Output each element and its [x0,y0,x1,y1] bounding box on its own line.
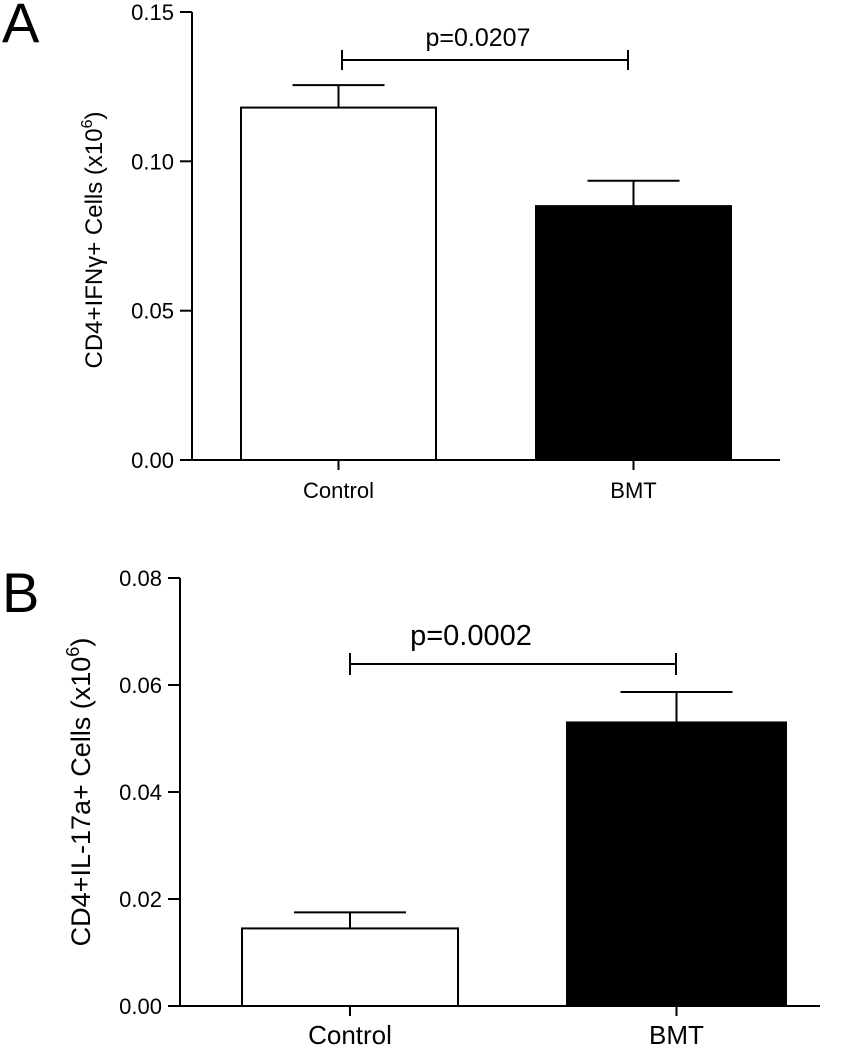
panel-a-y-axis-label-close: ) [81,112,108,120]
panel-b: B CD4+IL-17a+ Cells (x106) 0.00 0.02 0.0… [2,561,820,1050]
panel-b-y-axis-label-exponent: 6 [63,647,83,657]
panel-a-y-tick-label-1: 0.05 [131,299,174,324]
panel-b-x-label-control: Control [308,1020,392,1050]
panel-b-y-tick-label-3: 0.06 [119,673,162,698]
panel-b-y-tick-0: 0.00 [119,994,180,1019]
panel-b-y-tick-label-0: 0.00 [119,994,162,1019]
panel-b-y-axis-label-main: CD4+IL-17a+ Cells (x10 [66,657,96,947]
panel-b-p-value: p=0.0002 [410,620,532,652]
panel-a-bar-control [240,106,437,461]
panel-a-y-tick-3: 0.15 [131,0,192,25]
panel-b-letter: B [2,561,39,624]
panel-a-y-axis-label-main: CD4+IFNγ+ Cells (x10 [81,128,108,368]
panel-b-y-axis-label: CD4+IL-17a+ Cells (x106) [63,638,96,947]
panel-a-significance-bracket [341,50,629,70]
panel-b-y-axis-label-close: ) [66,638,96,647]
panel-b-bar-bmt [566,721,787,1007]
panel-b-error-bar-control [294,911,406,929]
panel-a-y-tick-label-3: 0.15 [131,0,174,25]
panel-b-error-bar-bmt [620,690,733,723]
panel-a-x-label-bmt: BMT [610,478,656,503]
panel-b-y-tick-2: 0.04 [119,780,180,805]
panel-b-x-label-bmt: BMT [649,1020,704,1050]
panel-b-y-tick-4: 0.08 [119,566,180,591]
panel-a-y-tick-2: 0.10 [131,149,192,174]
panel-a-y-axis-label-exponent: 6 [79,119,96,128]
panel-a: A CD4+IFNγ+ Cells (x106) 0.00 0.05 0.10 … [2,0,780,503]
panel-a-y-tick-label-2: 0.10 [131,149,174,174]
panel-a-x-label-control: Control [303,478,374,503]
panel-a-y-tick-0: 0.00 [131,448,192,473]
panel-a-letter: A [2,0,40,54]
panel-b-bar-control [241,927,459,1007]
panel-a-y-axis-label: CD4+IFNγ+ Cells (x106) [79,112,108,369]
panel-a-error-bar-control [292,84,385,108]
panel-b-significance-bracket [349,653,677,675]
panel-b-y-tick-label-1: 0.02 [119,887,162,912]
panel-b-y-tick-1: 0.02 [119,887,180,912]
panel-a-error-bar-bmt [587,179,680,207]
panel-a-bar-bmt [535,205,732,461]
panel-a-y-tick-label-0: 0.00 [131,448,174,473]
panel-b-y-tick-label-4: 0.08 [119,566,162,591]
panel-b-y-tick-3: 0.06 [119,673,180,698]
panel-a-y-tick-1: 0.05 [131,299,192,324]
panel-a-p-value: p=0.0207 [426,24,531,52]
panel-b-y-tick-label-2: 0.04 [119,780,162,805]
